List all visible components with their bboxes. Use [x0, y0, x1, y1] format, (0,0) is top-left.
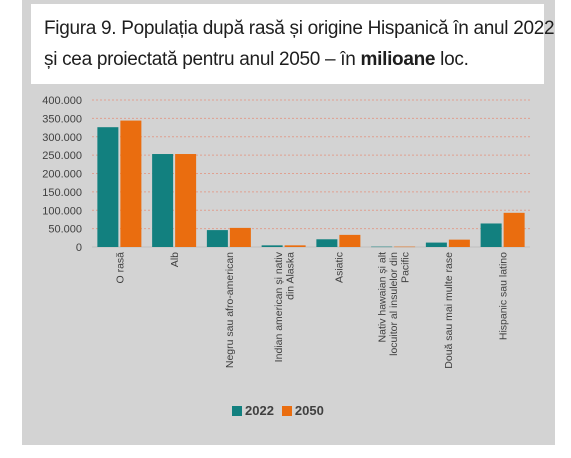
x-category-label-line: Două sau mai multe rase	[443, 252, 455, 369]
y-tick-label: 300.000	[42, 132, 82, 144]
chart-title-box: Figura 9. Populația după rasă și origine…	[31, 4, 555, 84]
y-tick-label: 200.000	[42, 169, 82, 181]
x-category-label-line: Alb	[169, 252, 181, 267]
y-tick-label: 400.000	[42, 95, 82, 107]
x-category-label: Alb	[169, 252, 181, 267]
bar-2022	[97, 127, 119, 247]
chart-title-emphasis: milioane	[360, 49, 436, 70]
bar-2050	[229, 227, 251, 247]
x-category-label: Hispanic sau latino	[498, 252, 510, 340]
legend-swatch-2022	[232, 405, 242, 416]
x-category-label-line: O rasă	[114, 252, 126, 284]
x-category-label-line: Asiatic	[333, 252, 345, 283]
bar-2022	[371, 246, 393, 248]
y-tick-label: 250.000	[42, 150, 82, 162]
bar-2050	[503, 212, 525, 247]
bar-2022	[316, 239, 338, 247]
chart-title-line-2: și cea proiectată pentru anul 2050 – în …	[44, 49, 469, 71]
legend-item-2022: 2022	[232, 403, 274, 418]
chart-legend: 2022 2050	[232, 403, 324, 418]
chart-title-line-2-prefix: și cea proiectată pentru anul 2050 – în	[44, 49, 361, 70]
y-tick-label: 100.000	[42, 205, 82, 217]
chart-title-line-2-suffix: loc.	[435, 49, 469, 70]
legend-swatch-2050	[281, 405, 292, 416]
legend-label-2050: 2050	[294, 403, 324, 418]
x-category-label: Indian american și nativdin Alaska	[273, 251, 297, 362]
y-tick-label: 50.000	[48, 224, 82, 236]
x-category-label: Nativ hawaian și altlocuitor al insulelo…	[377, 252, 412, 356]
bar-2022	[206, 230, 228, 247]
bar-2050	[339, 234, 361, 247]
bar-2050	[448, 239, 470, 247]
y-tick-label: 0	[76, 242, 82, 254]
bar-2022	[261, 245, 283, 247]
bar-2050	[120, 120, 142, 247]
bar-2050	[175, 154, 197, 247]
x-category-label-line: Nativ hawaian și alt	[377, 252, 389, 343]
bar-2050	[284, 245, 306, 247]
x-category-label-line: Pacific	[400, 252, 412, 283]
x-category-label: Două sau mai multe rase	[443, 252, 455, 369]
legend-item-2050: 2050	[281, 403, 324, 418]
legend-label-2022: 2022	[245, 403, 274, 418]
x-category-label-line: din Alaska	[284, 252, 296, 300]
x-category-label: Asiatic	[333, 252, 345, 283]
x-category-label-line: Indian american și nativ	[273, 251, 285, 362]
bar-2022	[152, 154, 174, 247]
x-category-label: O rasă	[114, 252, 126, 284]
x-category-label: Negru sau afro-american	[224, 252, 236, 368]
x-category-label-line: locuitor al insulelor din	[388, 252, 400, 356]
chart-title-line-1: Figura 9. Populația după rasă și origine…	[44, 18, 555, 39]
x-category-label-line: Hispanic sau latino	[498, 252, 510, 340]
y-tick-label: 150.000	[42, 187, 82, 199]
y-tick-label: 350.000	[42, 113, 82, 125]
bar-2022	[425, 242, 447, 247]
bar-2022	[480, 223, 502, 247]
x-category-label-line: Negru sau afro-american	[224, 252, 236, 368]
bar-2050	[394, 246, 416, 248]
